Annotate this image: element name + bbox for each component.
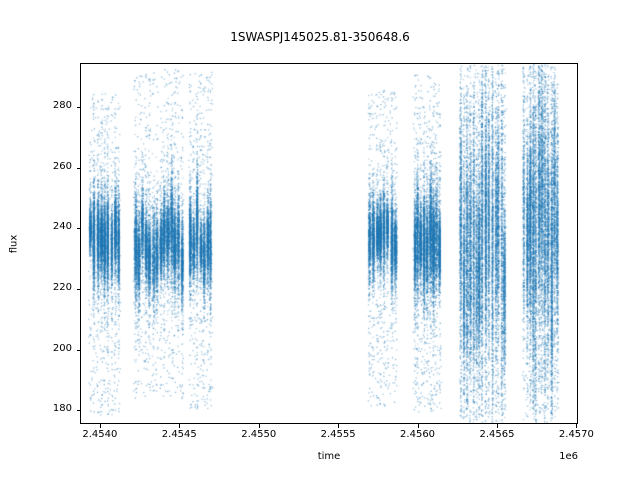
y-tick-mark <box>76 228 80 230</box>
x-tick-mark <box>338 424 340 428</box>
x-tick-mark <box>496 424 498 428</box>
x-tick-label: 2.4565 <box>479 429 515 440</box>
y-tick-label: 200 <box>52 342 72 354</box>
y-tick-label: 220 <box>52 282 72 293</box>
y-tick-mark <box>76 106 80 108</box>
y-tick-label: 240 <box>52 221 72 233</box>
y-tick-label: 280 <box>52 99 72 111</box>
x-tick-label: 2.4570 <box>558 429 594 440</box>
y-tick-label: 260 <box>52 160 72 172</box>
y-axis-label: flux <box>8 234 20 253</box>
x-tick-mark <box>99 424 101 428</box>
page-title: 1SWASPJ145025.81-350648.6 <box>230 30 410 44</box>
x-tick-label: 2.4560 <box>400 429 436 440</box>
plot-axes-area <box>80 63 578 424</box>
scatter-plot-canvas <box>81 64 577 423</box>
y-tick-mark <box>76 349 80 351</box>
y-tick-mark <box>76 167 80 169</box>
x-axis-offset-label: 1e6 <box>559 451 578 462</box>
x-tick-mark <box>417 424 419 428</box>
y-tick-label: 180 <box>52 403 72 415</box>
x-tick-mark <box>258 424 260 428</box>
x-tick-label: 2.4540 <box>82 429 118 440</box>
x-tick-mark <box>576 424 578 428</box>
x-tick-label: 2.4550 <box>241 429 277 440</box>
y-tick-mark <box>76 410 80 412</box>
x-tick-mark <box>179 424 181 428</box>
x-axis-label: time <box>317 451 341 462</box>
y-tick-mark <box>76 289 80 290</box>
x-tick-label: 2.4545 <box>161 429 197 440</box>
x-tick-label: 2.4555 <box>320 429 356 440</box>
